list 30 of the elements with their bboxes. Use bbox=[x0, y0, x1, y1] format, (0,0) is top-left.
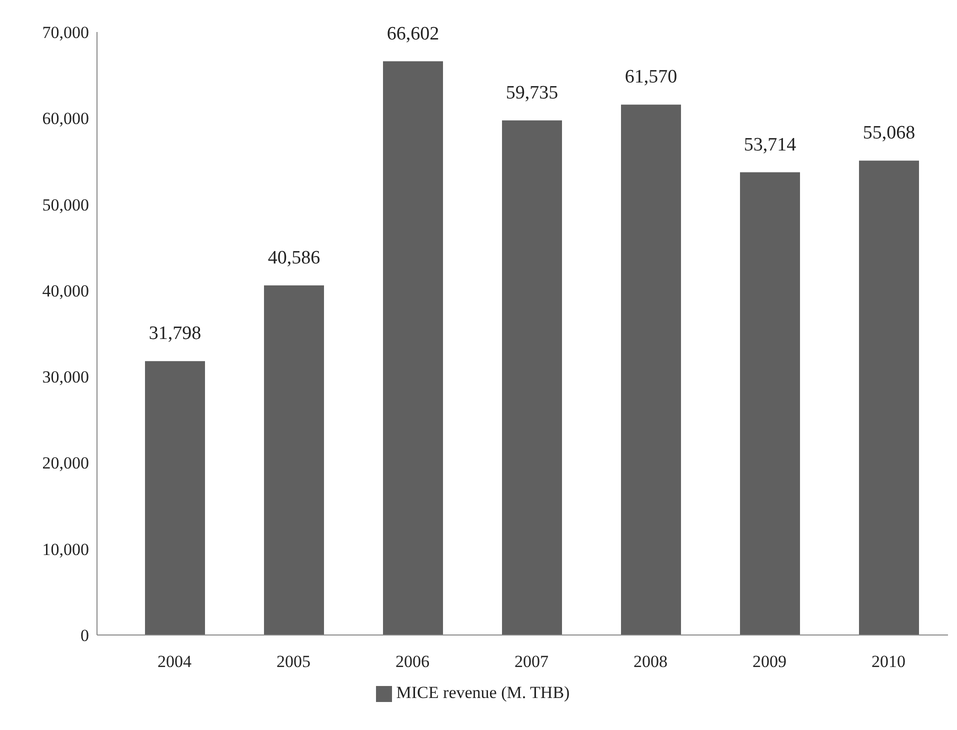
data-label: 40,586 bbox=[268, 247, 320, 268]
bar bbox=[740, 172, 800, 635]
data-label: 31,798 bbox=[148, 323, 202, 344]
data-label: 59,735 bbox=[506, 82, 558, 104]
y-tick-label: 20,000 bbox=[42, 454, 89, 473]
y-tick-label: 30,000 bbox=[42, 368, 89, 387]
bar bbox=[621, 104, 681, 635]
data-label: 53,714 bbox=[744, 134, 797, 156]
y-tick-label: 0 bbox=[80, 626, 89, 646]
y-tick-label: 50,000 bbox=[42, 195, 89, 214]
y-tick-label: 70,000 bbox=[42, 23, 89, 42]
x-tick-label: 2009 bbox=[752, 652, 786, 672]
bar bbox=[383, 61, 443, 635]
x-tick-label: 2007 bbox=[514, 652, 549, 672]
bar bbox=[264, 285, 324, 635]
bar bbox=[859, 160, 919, 635]
x-tick-label: 2005 bbox=[276, 652, 310, 672]
data-label: 66,602 bbox=[386, 23, 440, 44]
data-label: 55,068 bbox=[862, 122, 916, 144]
x-tick-label: 2008 bbox=[634, 652, 668, 672]
y-tick-label: 10,000 bbox=[42, 540, 89, 559]
x-tick-label: 2010 bbox=[872, 652, 906, 672]
legend-label: MICE revenue (M. THB) bbox=[396, 683, 570, 702]
x-tick-label: 2006 bbox=[396, 652, 430, 672]
y-tick-label: 40,000 bbox=[42, 281, 89, 300]
data-label: 61,570 bbox=[624, 66, 678, 88]
bar bbox=[145, 361, 205, 635]
bar bbox=[502, 120, 562, 635]
x-tick-label: 2004 bbox=[158, 652, 192, 672]
y-tick-label: 60,000 bbox=[42, 109, 89, 128]
